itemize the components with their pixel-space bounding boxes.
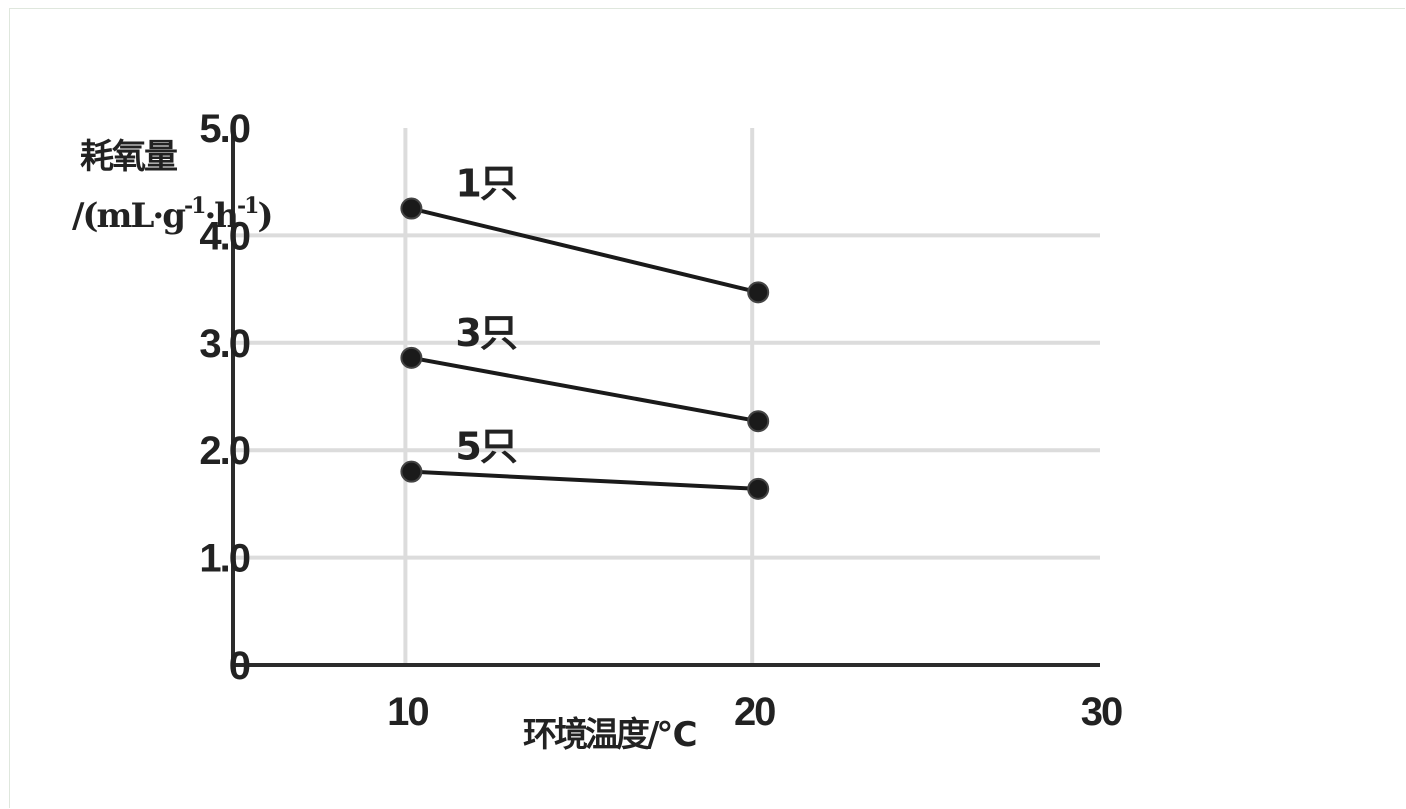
y-tick-label: 0 bbox=[229, 644, 250, 688]
series-label: 5只 bbox=[455, 425, 516, 469]
data-point bbox=[747, 410, 770, 433]
y-axis-unit: /(mL·g-1·h-1) bbox=[72, 193, 272, 236]
series-3: 5只 bbox=[400, 425, 770, 500]
series-label: 1只 bbox=[455, 162, 516, 206]
series-label: 3只 bbox=[455, 311, 516, 355]
x-tick-label: 30 bbox=[1081, 690, 1122, 734]
series-2: 3只 bbox=[400, 311, 770, 433]
y-tick-label: 4.0 bbox=[199, 214, 249, 258]
chart-frame bbox=[9, 8, 1405, 808]
tick-labels: 0 1.0 2.0 3.0 4.0 5.0 10 20 30 bbox=[199, 107, 1124, 734]
y-tick-label: 5.0 bbox=[199, 107, 249, 151]
series-1: 1只 bbox=[400, 162, 770, 304]
data-point bbox=[747, 477, 770, 500]
series-line bbox=[411, 355, 759, 424]
axes bbox=[231, 128, 1100, 667]
y-axis-title: 耗氧量 bbox=[80, 137, 177, 177]
y-tick-label: 2.0 bbox=[199, 429, 249, 473]
series-line bbox=[411, 469, 759, 491]
data-series: 1只 3只 5只 bbox=[400, 162, 770, 500]
series-line bbox=[410, 206, 759, 295]
y-tick-label: 3.0 bbox=[199, 322, 249, 366]
data-point bbox=[400, 346, 423, 369]
x-tick-label: 10 bbox=[387, 690, 428, 734]
data-point bbox=[747, 281, 770, 304]
y-tick-label: 1.0 bbox=[199, 537, 249, 581]
data-point bbox=[400, 197, 423, 220]
x-tick-label: 20 bbox=[734, 690, 775, 734]
data-point bbox=[400, 460, 423, 483]
x-axis-title: 环境温度/℃ bbox=[523, 715, 695, 755]
grid-lines bbox=[233, 128, 1100, 665]
